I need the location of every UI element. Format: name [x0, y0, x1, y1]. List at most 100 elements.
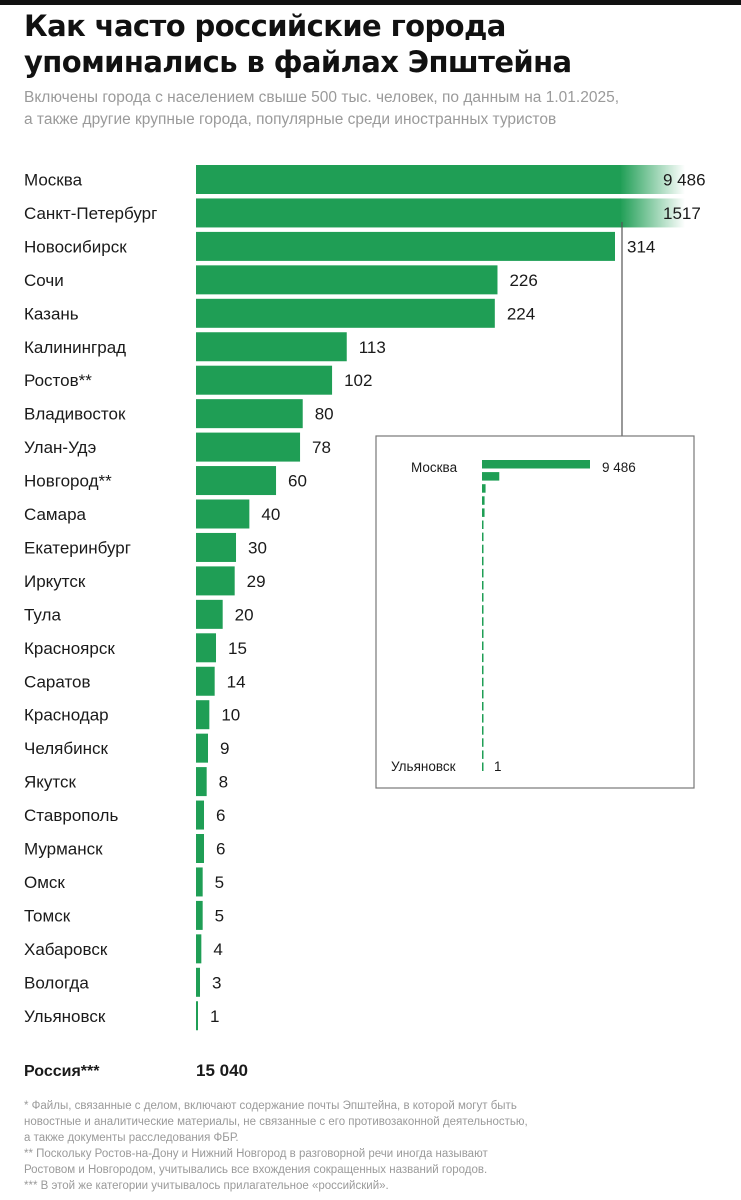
- bar: [196, 298, 495, 328]
- bar-fade-tail: [620, 165, 685, 194]
- chart-subtitle: Включены города с населением свыше 500 т…: [24, 87, 724, 131]
- inset-bar: [482, 568, 484, 578]
- value-label: 314: [627, 237, 655, 256]
- category-label: Екатеринбург: [24, 538, 131, 557]
- bar: [196, 767, 207, 797]
- bar: [196, 633, 217, 663]
- total-value: 15 040: [196, 1061, 248, 1080]
- footnote-line: ** Поскольку Ростов-на-Дону и Нижний Нов…: [24, 1148, 488, 1160]
- category-label: Улан-Удэ: [24, 438, 96, 457]
- category-label: Казань: [24, 304, 79, 323]
- total-label: Россия***: [24, 1063, 100, 1080]
- inset-bar: [482, 714, 484, 723]
- subtitle-line-2: а также другие крупные города, популярны…: [24, 111, 557, 128]
- category-label: Владивосток: [24, 405, 126, 424]
- footnote-line: Ростовом и Новгородом, учитывались все в…: [24, 1164, 488, 1176]
- bar: [196, 432, 301, 462]
- inset-bar: [482, 762, 484, 771]
- bar: [196, 365, 333, 395]
- value-label: 30: [248, 538, 267, 557]
- footnotes: * Файлы, связанные с делом, включают сод…: [24, 1098, 714, 1194]
- category-label: Ульяновск: [24, 1007, 106, 1026]
- bar: [196, 532, 237, 562]
- inset-bar: [482, 593, 484, 602]
- bar: [196, 566, 235, 596]
- inset-bar: [482, 702, 484, 711]
- footnote-line: *** В этой же категории учитывалось прил…: [24, 1180, 389, 1192]
- bar: [196, 466, 277, 496]
- value-label: 10: [221, 706, 240, 725]
- value-label: 40: [261, 505, 280, 524]
- category-label: Ставрополь: [24, 806, 118, 825]
- value-label: 9 486: [663, 171, 706, 190]
- inset-bar: [482, 556, 484, 566]
- category-label: Красноярск: [24, 639, 115, 658]
- inset-bar: [482, 629, 484, 638]
- value-label: 15: [228, 639, 247, 658]
- inset-bar: [482, 677, 484, 687]
- category-label: Калининград: [24, 338, 126, 357]
- inset-bar: [482, 496, 485, 505]
- bar: [196, 867, 203, 897]
- top-rule: [0, 0, 741, 5]
- footnote-line: * Файлы, связанные с делом, включают сод…: [24, 1100, 517, 1112]
- category-label: Омск: [24, 873, 65, 892]
- inset-bar: [482, 484, 486, 493]
- category-label: Новгород**: [24, 472, 112, 491]
- inset-bar: [482, 508, 485, 517]
- value-label: 60: [288, 472, 307, 491]
- category-label: Мурманск: [24, 840, 103, 859]
- category-label: Хабаровск: [24, 940, 108, 959]
- category-label: Томск: [24, 906, 71, 925]
- value-label: 20: [235, 605, 254, 624]
- category-label: Тула: [24, 605, 61, 624]
- inset-bar: [482, 520, 484, 529]
- inset-top-value: 9 486: [602, 460, 636, 475]
- inset-bar: [482, 581, 484, 590]
- bar: [196, 399, 303, 429]
- value-label: 80: [315, 405, 334, 424]
- title-line-2: упоминались в файлах Эпштейна: [24, 45, 572, 79]
- inset-bar: [482, 544, 484, 554]
- bar: [196, 834, 205, 863]
- value-label: 8: [219, 773, 228, 792]
- inset-bar: [482, 460, 590, 469]
- category-label: Челябинск: [24, 739, 108, 758]
- category-label: Сочи: [24, 271, 64, 290]
- category-label: Саратов: [24, 672, 91, 691]
- value-label: 14: [227, 672, 246, 691]
- inset-bar: [482, 532, 484, 542]
- bar: [196, 700, 210, 730]
- category-label: Якутск: [24, 773, 77, 792]
- bar: [196, 967, 201, 997]
- bar: [196, 599, 223, 629]
- value-label: 4: [213, 940, 222, 959]
- inset-bar: [482, 738, 484, 747]
- footnote-line: новостные и аналитические материалы, не …: [24, 1116, 528, 1128]
- bar: [196, 934, 202, 964]
- value-label: 226: [509, 271, 537, 290]
- inset-bar: [482, 472, 500, 481]
- bar: [196, 265, 498, 295]
- value-label: 6: [216, 806, 225, 825]
- value-label: 29: [247, 572, 266, 591]
- value-label: 78: [312, 438, 331, 457]
- bar: [196, 165, 621, 194]
- bar-fade-tail: [620, 198, 685, 228]
- bar: [196, 1001, 198, 1031]
- inset-bar: [482, 653, 484, 663]
- bar: [196, 499, 250, 529]
- bar: [196, 900, 203, 930]
- value-label: 3: [212, 973, 221, 992]
- value-label: 5: [215, 906, 224, 925]
- inset-bar: [482, 750, 484, 759]
- value-label: 102: [344, 371, 372, 390]
- inset-top-label: Москва: [411, 460, 458, 475]
- bar: [196, 800, 205, 830]
- inset-bar: [482, 726, 484, 735]
- value-label: 1517: [663, 204, 701, 223]
- subtitle-line-1: Включены города с населением свыше 500 т…: [24, 89, 619, 106]
- chart-title: Как часто российские города упоминались …: [24, 8, 724, 80]
- category-label: Вологда: [24, 973, 89, 992]
- inset-bar: [482, 689, 484, 699]
